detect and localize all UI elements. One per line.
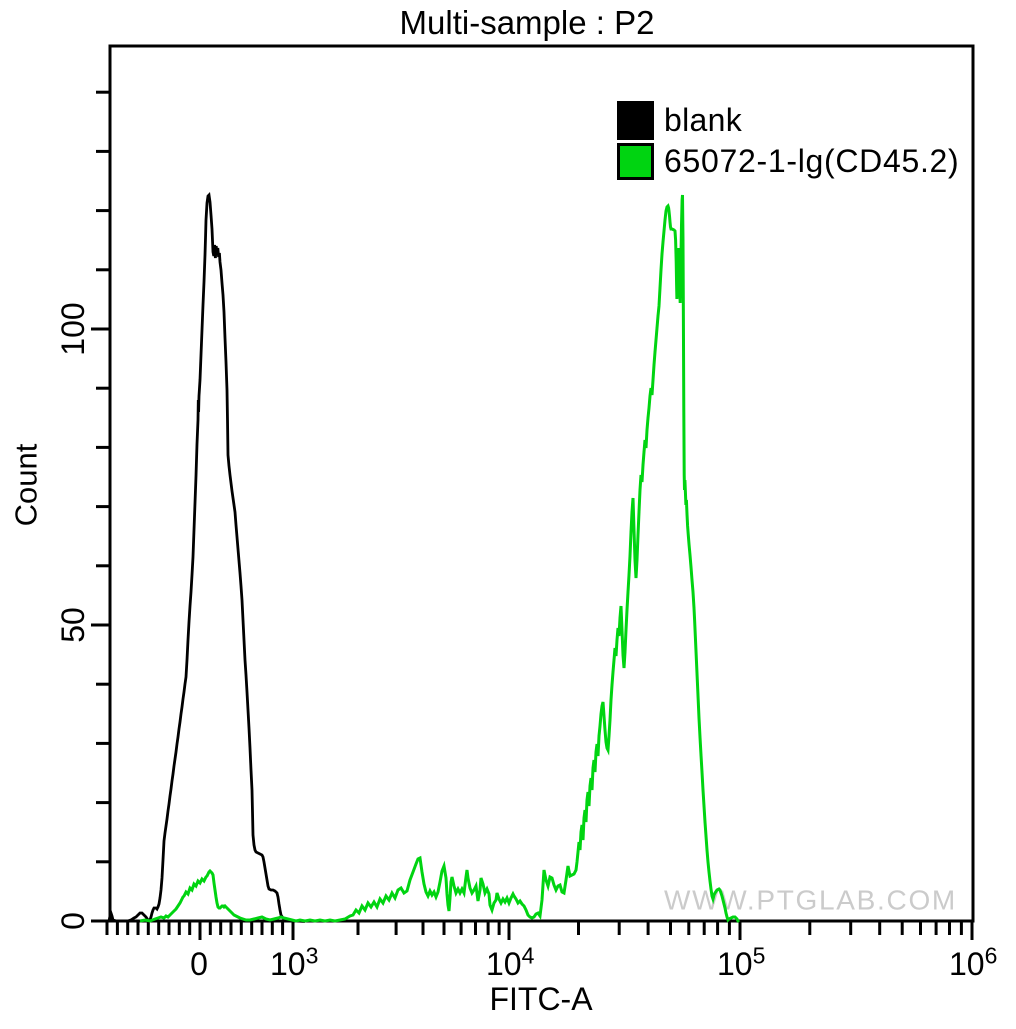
svg-text:Count: Count — [9, 443, 44, 526]
svg-text:WWW.PTGLAB.COM: WWW.PTGLAB.COM — [664, 885, 957, 916]
svg-text:0: 0 — [55, 912, 91, 930]
svg-text:FITC-A: FITC-A — [489, 981, 593, 1017]
svg-text:50: 50 — [55, 607, 91, 643]
svg-text:104: 104 — [486, 943, 535, 983]
svg-text:106: 106 — [949, 943, 997, 983]
svg-text:103: 103 — [270, 943, 318, 983]
svg-text:0: 0 — [190, 946, 208, 982]
svg-text:Multi-sample : P2: Multi-sample : P2 — [400, 4, 655, 41]
svg-text:65072-1-lg(CD45.2): 65072-1-lg(CD45.2) — [664, 143, 959, 179]
svg-text:100: 100 — [55, 302, 91, 355]
svg-text:blank: blank — [664, 102, 743, 138]
svg-text:105: 105 — [717, 943, 765, 983]
